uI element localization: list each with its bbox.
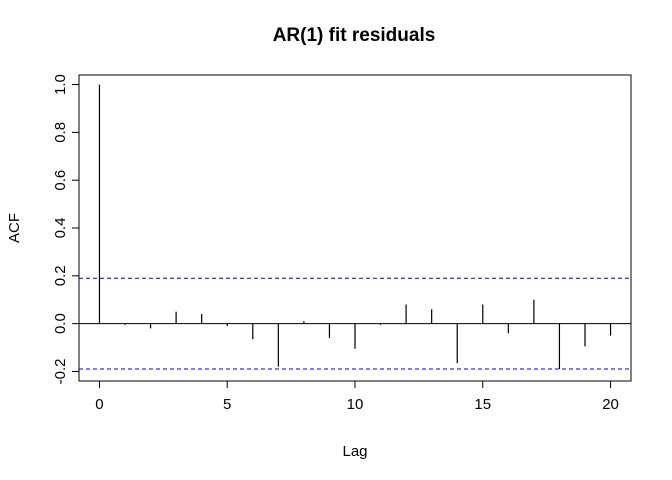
x-tick-label: 0 xyxy=(95,396,103,413)
acf-bars xyxy=(79,84,631,370)
y-tick-label: 0.8 xyxy=(52,122,69,143)
y-tick-label: -0.2 xyxy=(52,359,69,385)
y-axis: -0.2 0.0 0.2 0.4 0.6 0.8 1.0 xyxy=(52,74,80,385)
x-axis: 0 5 10 15 20 xyxy=(95,380,619,413)
chart-title: AR(1) fit residuals xyxy=(273,25,436,46)
x-tick-label: 10 xyxy=(347,396,364,413)
y-axis-label: ACF xyxy=(6,213,23,243)
x-axis-label: Lag xyxy=(342,443,367,460)
y-tick-label: 0.4 xyxy=(52,218,69,239)
x-tick-label: 20 xyxy=(602,396,619,413)
x-tick-label: 5 xyxy=(223,396,231,413)
x-tick-label: 15 xyxy=(474,396,491,413)
y-tick-label: 1.0 xyxy=(52,74,69,95)
y-tick-label: 0.6 xyxy=(52,170,69,191)
y-tick-label: 0.0 xyxy=(52,313,69,334)
y-tick-label: 0.2 xyxy=(52,265,69,286)
